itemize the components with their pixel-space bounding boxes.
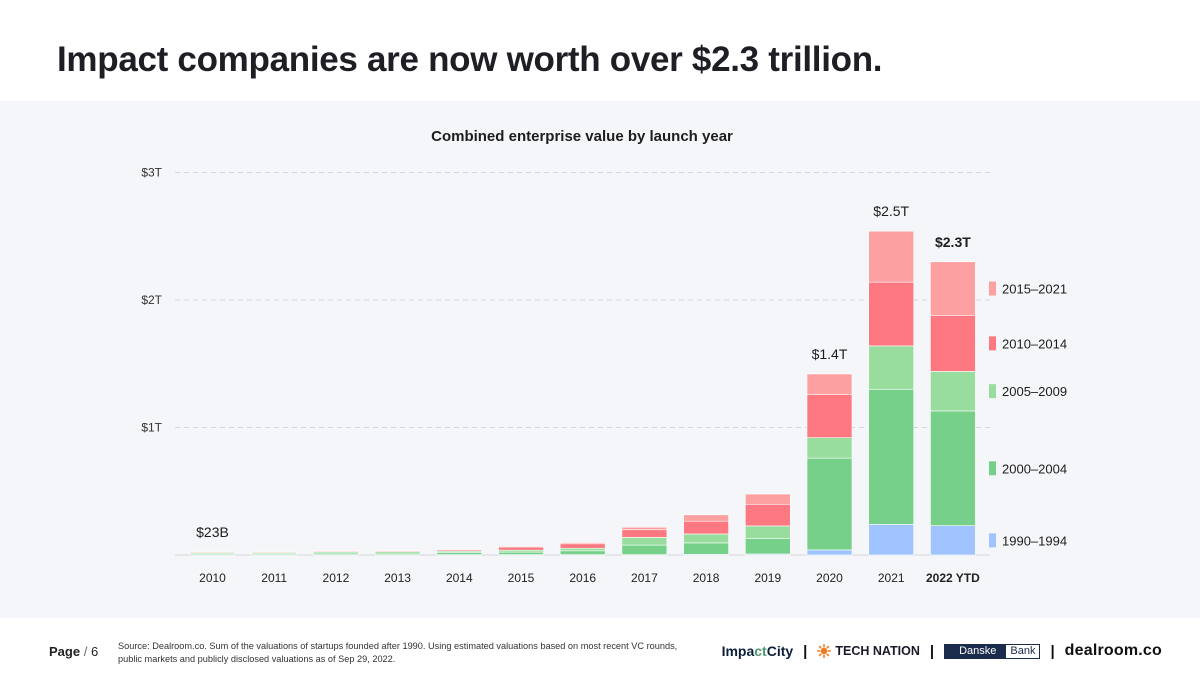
x-tick-label: 2021: [878, 571, 905, 585]
y-tick-label: $2T: [141, 293, 162, 307]
legend-swatch: [989, 461, 996, 476]
bar-segment: [806, 373, 853, 395]
bar-segment: [868, 345, 915, 390]
bank-logo-text: Bank: [1006, 644, 1040, 658]
logo-separator: |: [1050, 642, 1055, 660]
bar-segment: [930, 371, 976, 412]
x-tick-label: 2018: [693, 571, 720, 585]
legend-swatch: [989, 533, 996, 548]
danske-bank-logo: Danske Bank: [944, 643, 1041, 659]
bar-segment: [498, 546, 544, 551]
x-tick-label: 2016: [569, 571, 596, 585]
bar-segment: [930, 261, 976, 316]
bar-segment: [868, 281, 915, 347]
bar-total-label: $23B: [196, 524, 229, 540]
source-note: Source: Dealroom.co. Sum of the valuatio…: [118, 641, 678, 664]
bar-segment: [806, 394, 853, 439]
bar-segment: [621, 537, 668, 546]
bar-segment: [498, 545, 544, 548]
impactcity-logo-part2: City: [766, 643, 794, 659]
x-tick-label: 2011: [261, 571, 287, 585]
impactcity-logo-part1: Impa: [721, 643, 755, 659]
legend-label: 2015–2021: [1002, 282, 1067, 297]
logo-separator: |: [803, 642, 808, 660]
page-separator: /: [83, 644, 88, 659]
bar-segment: [436, 548, 483, 551]
technation-logo: TECH NATION: [817, 644, 920, 658]
y-tick-label: $1T: [141, 421, 162, 435]
bar-segment: [498, 551, 544, 555]
page-number-value: 6: [90, 644, 99, 659]
legend-label: 2010–2014: [1002, 336, 1067, 351]
bar-total-label: $1.4T: [812, 346, 848, 362]
chart-panel: Combined enterprise value by launch year…: [0, 101, 1200, 618]
bar-segment: [744, 493, 791, 505]
technation-sun-icon: [817, 644, 832, 658]
bar-segment: [313, 550, 359, 553]
danske-logo-text: Danske: [945, 644, 1007, 658]
partner-logos: ImpactCity | TECH NATION | Danske Bank |…: [722, 642, 1162, 660]
bar-segment: [559, 550, 606, 555]
bar-total-label: $2.3T: [935, 234, 971, 250]
bar-segment: [559, 542, 606, 545]
headline: Impact companies are now worth over $2.3…: [57, 40, 883, 79]
bar-segment: [868, 388, 915, 525]
bar-segment: [621, 529, 668, 538]
bar-segment: [744, 525, 791, 539]
x-tick-label: 2012: [323, 571, 350, 585]
x-tick-label: 2017: [631, 571, 658, 585]
x-tick-label: 2020: [816, 571, 843, 585]
bar-segment: [806, 437, 853, 459]
legend-swatch: [989, 336, 996, 351]
bar-segment: [930, 410, 976, 526]
bar-segment: [868, 230, 915, 283]
impactcity-logo-accent: ct: [754, 643, 767, 659]
technation-logo-text: TECH NATION: [835, 644, 920, 658]
legend-swatch: [989, 384, 996, 399]
bar-segment: [559, 547, 606, 552]
bar-segment: [374, 550, 421, 552]
page-number: Page / 6: [49, 644, 98, 659]
bar-segment: [806, 549, 853, 556]
legend-swatch: [989, 281, 996, 296]
impactcity-logo: ImpactCity: [722, 643, 794, 659]
x-tick-label: 2013: [384, 571, 411, 585]
x-tick-label: 2010: [199, 571, 226, 585]
x-tick-label: 2014: [446, 571, 473, 585]
x-tick-label: 2022 YTD: [926, 571, 980, 585]
bar-segment: [559, 543, 606, 549]
bar-segment: [744, 538, 791, 555]
x-tick-label: 2019: [754, 571, 781, 585]
chart-title: Combined enterprise value by launch year: [431, 128, 733, 145]
bar-segment: [621, 544, 668, 555]
legend-label: 1990–1994: [1002, 533, 1067, 548]
stacked-bar-chart: Combined enterprise value by launch year…: [141, 128, 1067, 585]
legend-label: 2000–2004: [1002, 461, 1067, 476]
bar-segment: [744, 503, 791, 527]
x-tick-label: 2015: [508, 571, 535, 585]
y-tick-label: $3T: [141, 166, 162, 180]
bar-segment: [683, 533, 729, 544]
bar-segment: [683, 542, 729, 555]
bar-total-label: $2.5T: [873, 203, 909, 219]
bar-segment: [683, 514, 729, 522]
page-label: Page: [49, 644, 81, 659]
dealroom-logo: dealroom.co: [1064, 642, 1162, 659]
bar-segment: [930, 315, 976, 372]
bar-segment: [189, 551, 236, 553]
bar-segment: [621, 526, 668, 531]
legend-label: 2005–2009: [1002, 384, 1067, 399]
bar-segment: [868, 524, 915, 556]
bar-segment: [806, 457, 853, 551]
footer: Page / 6 Source: Dealroom.co. Sum of the…: [0, 618, 1200, 675]
bar-segment: [251, 551, 297, 553]
bar-segment: [930, 525, 976, 556]
logo-separator: |: [929, 642, 935, 660]
bar-segment: [683, 520, 729, 535]
